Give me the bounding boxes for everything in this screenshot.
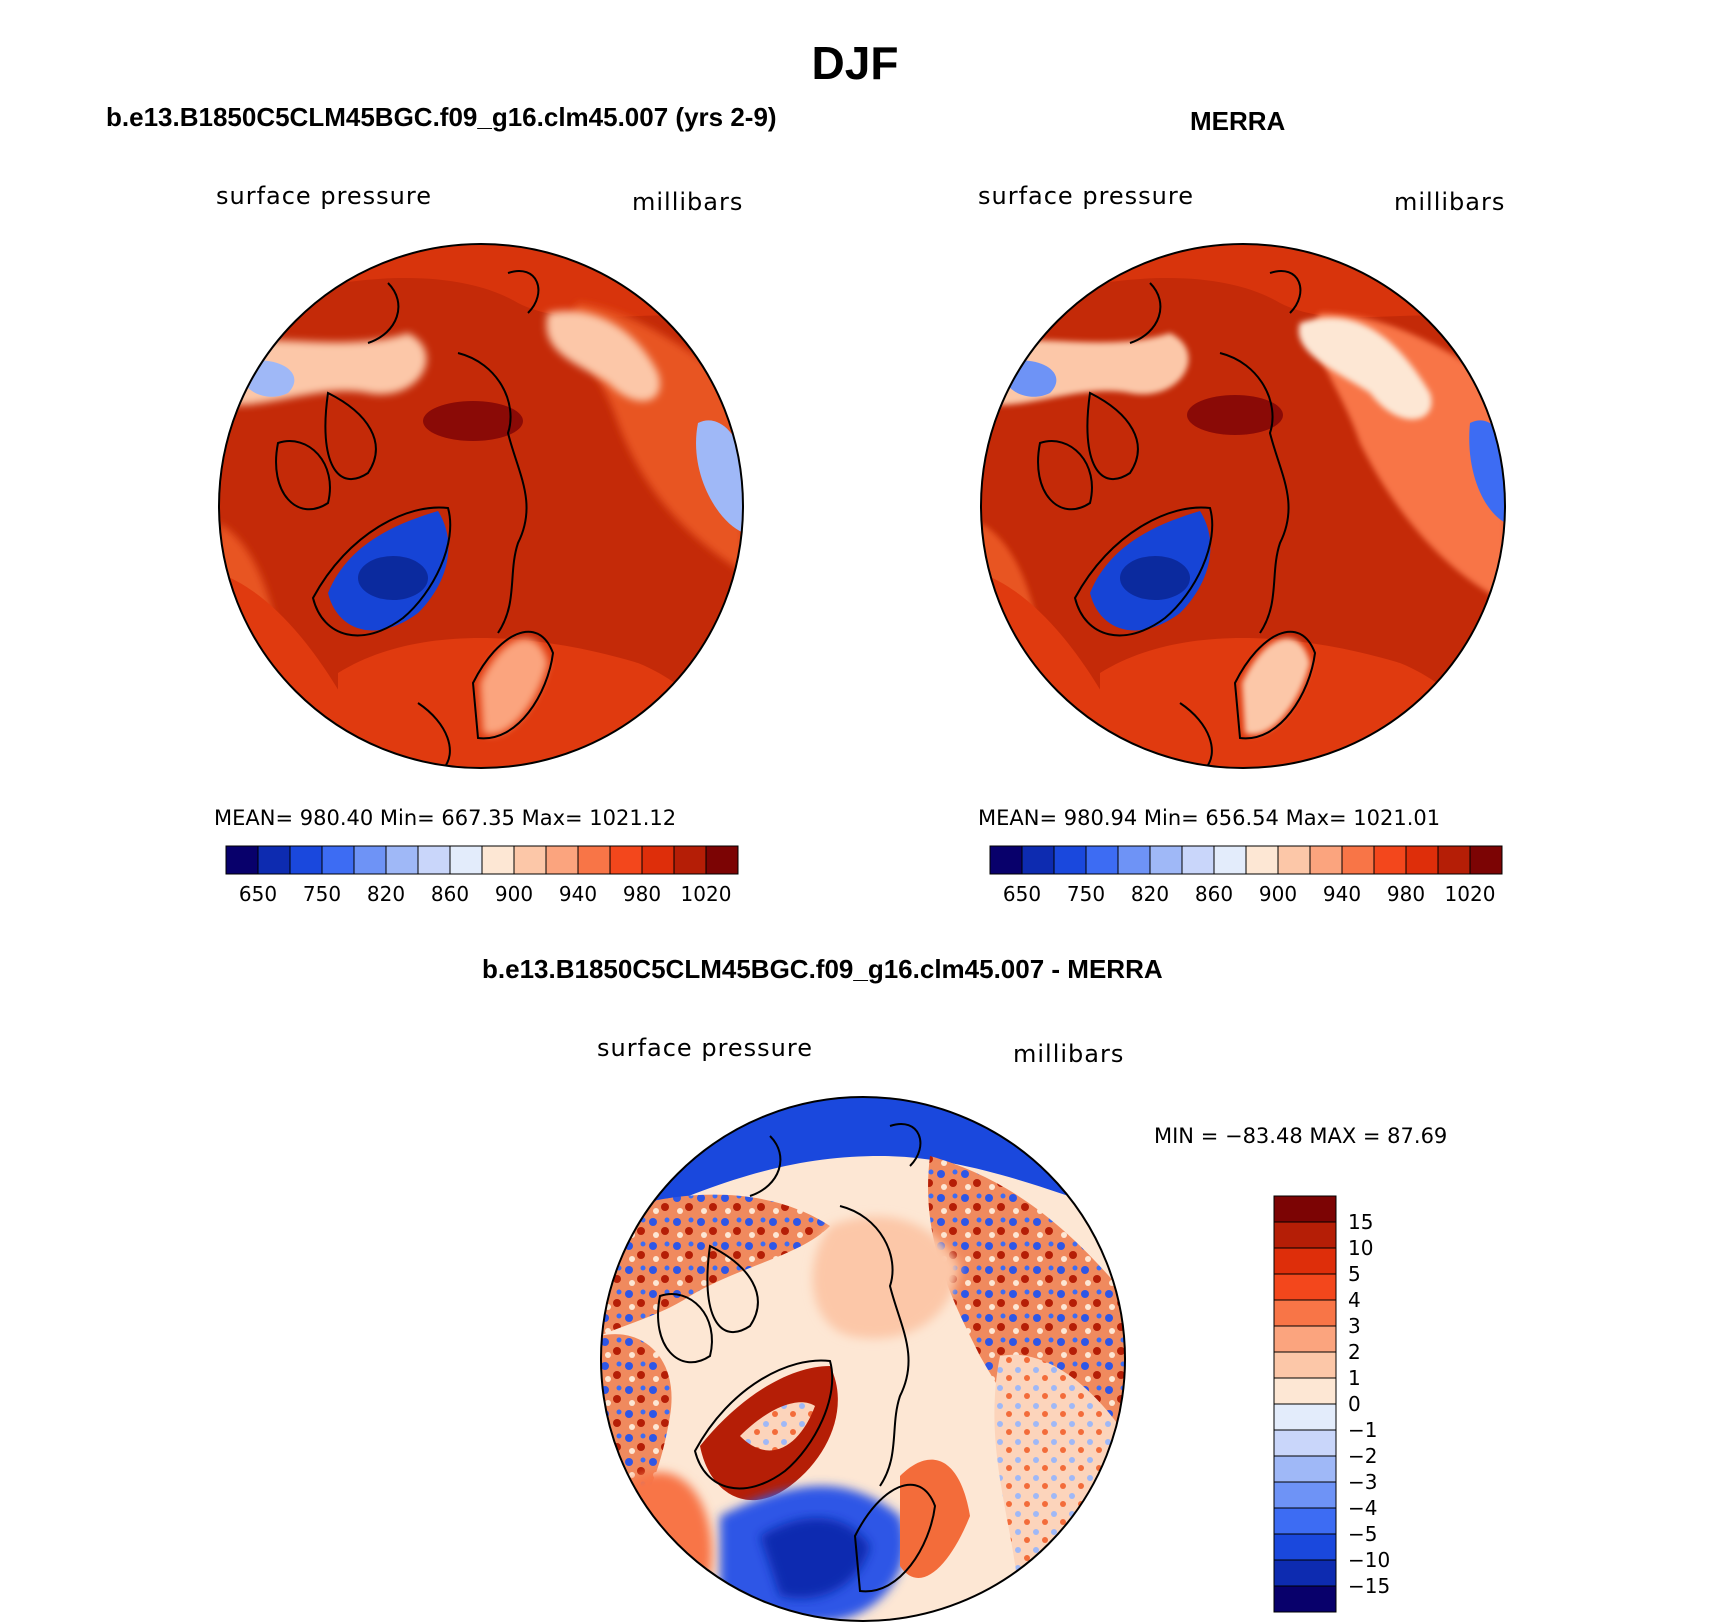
colorbar-swatch	[1309, 845, 1343, 875]
colorbar-swatch	[1273, 1247, 1337, 1275]
panel-2-stats: MEAN= 980.94 Min= 656.54 Max= 1021.01	[978, 806, 1441, 830]
panel-2-units-label: millibars	[1394, 188, 1506, 216]
colorbar-tick-label: 4	[1348, 1288, 1361, 1312]
colorbar-swatch	[1021, 845, 1055, 875]
colorbar-tick-label: 820	[1130, 882, 1170, 906]
figure-title: DJF	[811, 37, 899, 89]
panel-1-title: b.e13.B1850C5CLM45BGC.f09_g16.clm45.007 …	[106, 102, 777, 132]
colorbar-swatch	[1085, 845, 1119, 875]
colorbar-tick-label: 650	[1002, 882, 1042, 906]
colorbar-tick-label: 1020	[680, 882, 732, 906]
panel-3-units-label: millibars	[1013, 1040, 1125, 1068]
panel-2-title: MERRA	[1190, 106, 1286, 136]
colorbar-swatch	[1273, 1351, 1337, 1379]
colorbar-swatch	[1469, 845, 1503, 875]
colorbar-swatch	[1273, 1273, 1337, 1301]
colorbar-tick-label: 750	[1066, 882, 1106, 906]
colorbar-swatch	[577, 845, 611, 875]
colorbar-model	[225, 845, 739, 875]
panel-3-stats: MIN = −83.48 MAX = 87.69	[1154, 1124, 1448, 1148]
panel-1-variable-label: surface pressure	[216, 182, 432, 210]
colorbar-tick-label: −5	[1348, 1522, 1378, 1546]
colorbar-swatch	[1273, 1299, 1337, 1327]
colorbar-swatch	[641, 845, 675, 875]
colorbar-swatch	[1273, 1325, 1337, 1353]
colorbar-tick-label: 15	[1348, 1210, 1374, 1234]
colorbar-swatch	[1273, 1533, 1337, 1561]
colorbar-swatch	[1273, 1481, 1337, 1509]
colorbar-swatch	[1149, 845, 1183, 875]
colorbar-tick-label: −10	[1348, 1548, 1391, 1572]
colorbar-swatch	[1273, 1585, 1337, 1613]
colorbar-swatch	[1273, 1559, 1337, 1587]
polar-map-merra	[980, 243, 1506, 769]
colorbar-swatch	[1277, 845, 1311, 875]
colorbar-swatch	[705, 845, 739, 875]
colorbar-tick-label: 0	[1348, 1392, 1361, 1416]
colorbar-swatch	[289, 845, 323, 875]
colorbar-swatch	[1273, 1377, 1337, 1405]
colorbar-swatch	[1373, 845, 1407, 875]
colorbar-tick-label: 650	[238, 882, 278, 906]
colorbar-swatch	[1245, 845, 1279, 875]
colorbar-merra	[989, 845, 1503, 875]
colorbar-tick-label: 1020	[1444, 882, 1496, 906]
colorbar-swatch	[1341, 845, 1375, 875]
colorbar-swatch	[1273, 1429, 1337, 1457]
colorbar-swatch	[1053, 845, 1087, 875]
colorbar-swatch	[1117, 845, 1151, 875]
panel-2-variable-label: surface pressure	[978, 182, 1194, 210]
colorbar-swatch	[225, 845, 259, 875]
colorbar-swatch	[1405, 845, 1439, 875]
polar-map-difference	[600, 1096, 1126, 1622]
colorbar-tick-label: −2	[1348, 1444, 1378, 1468]
colorbar-swatch	[481, 845, 515, 875]
colorbar-tick-label: 10	[1348, 1236, 1374, 1260]
colorbar-tick-label: 860	[430, 882, 470, 906]
colorbar-tick-label: 820	[366, 882, 406, 906]
colorbar-tick-label: 900	[494, 882, 534, 906]
colorbar-tick-label: −3	[1348, 1470, 1378, 1494]
colorbar-tick-label: −15	[1348, 1574, 1391, 1598]
colorbar-swatch	[513, 845, 547, 875]
colorbar-tick-label: 2	[1348, 1340, 1361, 1364]
colorbar-swatch	[1181, 845, 1215, 875]
colorbar-swatch	[1273, 1195, 1337, 1223]
colorbar-difference	[1273, 1195, 1337, 1613]
colorbar-swatch	[417, 845, 451, 875]
colorbar-swatch	[545, 845, 579, 875]
colorbar-swatch	[321, 845, 355, 875]
colorbar-tick-label: 980	[1386, 882, 1426, 906]
colorbar-tick-label: 940	[1322, 882, 1362, 906]
colorbar-swatch	[1273, 1221, 1337, 1249]
panel-1-units-label: millibars	[632, 188, 744, 216]
colorbar-tick-label: 900	[1258, 882, 1298, 906]
colorbar-tick-label: −1	[1348, 1418, 1378, 1442]
colorbar-tick-label: 980	[622, 882, 662, 906]
colorbar-tick-label: −4	[1348, 1496, 1378, 1520]
panel-1-stats: MEAN= 980.40 Min= 667.35 Max= 1021.12	[214, 806, 677, 830]
panel-3-title: b.e13.B1850C5CLM45BGC.f09_g16.clm45.007 …	[482, 954, 1163, 984]
colorbar-swatch	[989, 845, 1023, 875]
colorbar-swatch	[673, 845, 707, 875]
colorbar-swatch	[1273, 1507, 1337, 1535]
polar-map-model	[218, 243, 744, 769]
colorbar-swatch	[1273, 1455, 1337, 1483]
colorbar-tick-label: 940	[558, 882, 598, 906]
panel-3-variable-label: surface pressure	[597, 1034, 813, 1062]
colorbar-swatch	[257, 845, 291, 875]
colorbar-swatch	[449, 845, 483, 875]
colorbar-tick-label: 1	[1348, 1366, 1361, 1390]
colorbar-tick-label: 750	[302, 882, 342, 906]
colorbar-tick-label: 860	[1194, 882, 1234, 906]
colorbar-swatch	[385, 845, 419, 875]
colorbar-tick-label: 5	[1348, 1262, 1361, 1286]
colorbar-swatch	[609, 845, 643, 875]
colorbar-swatch	[1213, 845, 1247, 875]
colorbar-swatch	[1437, 845, 1471, 875]
colorbar-tick-label: 3	[1348, 1314, 1361, 1338]
colorbar-swatch	[353, 845, 387, 875]
colorbar-swatch	[1273, 1403, 1337, 1431]
